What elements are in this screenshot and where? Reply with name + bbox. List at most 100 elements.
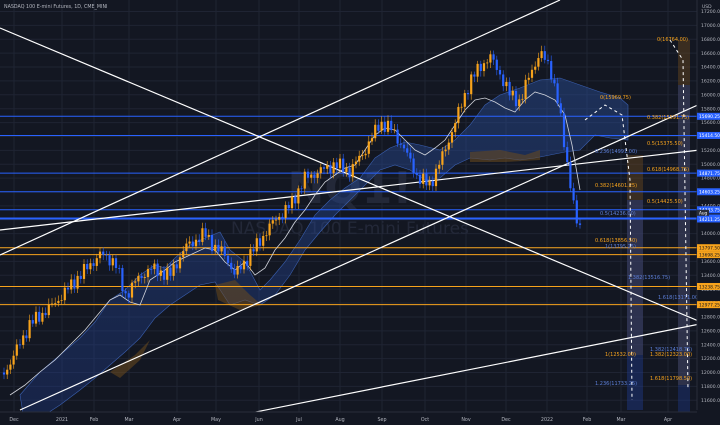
price-tag-label: 14211.25 — [699, 217, 720, 223]
candle-body — [418, 174, 422, 184]
candle-body — [406, 148, 409, 153]
date-tag-label: Aug — [699, 210, 708, 215]
x-tick-label: Jun — [254, 417, 263, 423]
candle-body — [441, 151, 444, 165]
candle-body — [130, 282, 134, 298]
candle-body — [322, 167, 326, 169]
trend-line[interactable] — [189, 319, 720, 425]
fib-label: 0.5(14236.00) — [600, 211, 636, 217]
candle-body — [82, 263, 86, 279]
candle-body — [415, 173, 418, 175]
fib-label: 0.382(15591.75) — [647, 115, 689, 121]
candle-body — [166, 267, 169, 280]
y-tick-label: 15600.00 — [701, 120, 720, 126]
x-tick-label: Mar — [124, 417, 133, 423]
candle-body — [393, 129, 396, 131]
candle-body — [476, 63, 479, 77]
trend-line[interactable] — [0, 0, 561, 256]
x-tick-label: Sep — [377, 417, 386, 423]
candle-body — [226, 255, 230, 263]
y-tick-label: 17200.00 — [701, 9, 720, 15]
candle-body — [262, 235, 265, 246]
candle-body — [182, 251, 185, 258]
time-scale[interactable] — [0, 412, 720, 425]
candle-body — [428, 180, 431, 186]
price-tag-label: 14343.75 — [699, 208, 720, 214]
candle-body — [329, 165, 332, 174]
candle-body — [566, 147, 569, 163]
price-tag-label: 14871.75 — [699, 171, 720, 177]
candle-body — [162, 270, 166, 280]
candle-body — [553, 79, 556, 84]
candle-body — [511, 90, 514, 96]
candle-body — [92, 263, 95, 266]
candle-body — [332, 162, 335, 174]
fib-label: 0.618(14968.75) — [647, 167, 689, 173]
x-tick-label: Mar — [616, 417, 625, 423]
candle-body — [246, 260, 249, 266]
candle-body — [287, 204, 290, 209]
candle-body — [313, 174, 316, 178]
candle-body — [335, 162, 338, 169]
candle-body — [258, 238, 262, 246]
candle-body — [159, 270, 162, 276]
candle-body — [6, 369, 9, 375]
y-tick-label: 15800.00 — [701, 106, 720, 112]
candle-body — [31, 320, 34, 324]
candle-body — [89, 263, 92, 270]
candle-body — [265, 235, 268, 237]
candle-body — [278, 216, 281, 220]
candle-body — [70, 279, 73, 290]
candle-body — [348, 167, 351, 178]
candle-body — [140, 275, 143, 279]
candle-body — [175, 264, 178, 269]
candle-body — [338, 158, 342, 169]
candle-body — [105, 254, 108, 256]
candle-body — [86, 263, 89, 270]
candle-body — [98, 251, 102, 259]
blue-price-tag — [697, 215, 720, 223]
fib-label: 0.5(14425.50) — [647, 199, 683, 205]
candle-body — [249, 249, 252, 266]
trend-line[interactable] — [19, 94, 720, 411]
candle-body — [521, 98, 524, 100]
horizontal-levels — [0, 115, 697, 306]
symbol-title[interactable]: NASDAQ 100 E-mini Futures, 1D, CME_MINI — [4, 4, 107, 10]
candle-body — [271, 220, 274, 224]
y-tick-label: 14000.00 — [701, 231, 720, 237]
candle-body — [537, 58, 540, 67]
candle-body — [466, 93, 470, 95]
candle-body — [431, 180, 434, 187]
fib-label: 1.382(12323.00) — [650, 352, 692, 358]
candle-body — [354, 161, 358, 165]
candle-body — [399, 143, 402, 145]
y-tick-label: 16400.00 — [701, 65, 720, 71]
candle-body — [402, 144, 406, 149]
candle-body — [326, 165, 329, 169]
x-tick-label: May — [211, 417, 221, 423]
candle-body — [447, 142, 450, 150]
trend-line[interactable] — [0, 149, 701, 231]
candle-body — [559, 103, 562, 114]
candle-body — [546, 59, 550, 62]
candle-body — [18, 344, 22, 346]
trend-line[interactable] — [0, 27, 720, 331]
candle-body — [306, 171, 310, 178]
candle-body — [527, 77, 530, 80]
candle-body — [390, 120, 393, 131]
orange-price-tag — [697, 301, 720, 309]
candle-body — [498, 69, 502, 75]
candle-body — [57, 300, 60, 304]
candle-body — [342, 158, 345, 172]
candle-body — [38, 311, 41, 322]
candle-body — [364, 153, 367, 156]
y-tick-label: 12400.00 — [701, 342, 720, 348]
candle-body — [524, 79, 527, 99]
candle-body — [188, 241, 191, 244]
orange-price-tag — [697, 282, 720, 290]
y-tick-label: 12000.00 — [701, 370, 720, 376]
candle-body — [575, 200, 578, 224]
y-tick-label: 16000.00 — [701, 92, 720, 98]
